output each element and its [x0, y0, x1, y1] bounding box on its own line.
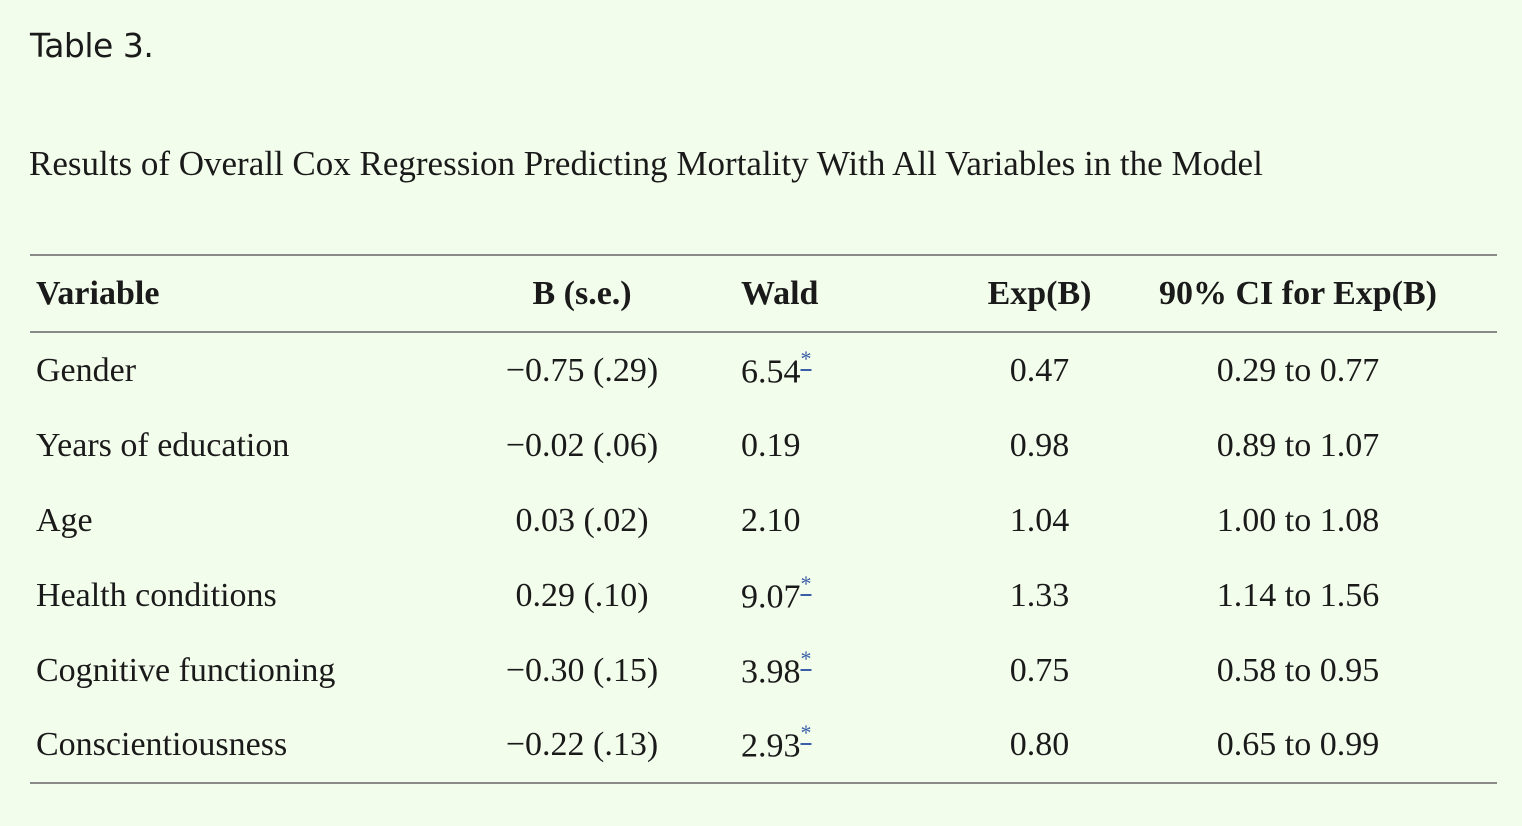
table-label: Table 3. [30, 26, 154, 65]
exp-b-cell: 1.33 [1009, 576, 1070, 614]
wald-cell: 9.07* [724, 558, 920, 633]
variable-cell: Health conditions [36, 576, 277, 614]
wald-cell: 6.54* [724, 332, 920, 408]
table-row: Gender −0.75 (.29) 6.54* 0.47 0.29 to 0.… [30, 332, 1497, 408]
header-row: Variable B (s.e.) Wald Exp(B) 90% CI for… [30, 255, 1497, 332]
regression-table: Variable B (s.e.) Wald Exp(B) 90% CI for… [30, 254, 1497, 784]
table-row: Years of education −0.02 (.06) 0.19 0.98… [30, 408, 1497, 483]
exp-b-cell: 1.04 [1009, 501, 1070, 539]
exp-b-cell: 0.47 [1009, 351, 1070, 389]
exp-b-cell: 0.75 [1009, 651, 1070, 689]
wald-value: 6.54 [740, 353, 801, 391]
b-se-cell: −0.30 (.15) [505, 651, 659, 689]
wald-value: 9.07 [740, 578, 801, 616]
table-body: Gender −0.75 (.29) 6.54* 0.47 0.29 to 0.… [30, 332, 1497, 783]
table-header: Variable B (s.e.) Wald Exp(B) 90% CI for… [30, 255, 1497, 332]
wald-value: 3.98 [740, 653, 801, 691]
b-se-cell: 0.29 (.10) [515, 576, 649, 614]
significance-footnote-link[interactable]: * [800, 345, 812, 371]
table-container: Variable B (s.e.) Wald Exp(B) 90% CI for… [30, 254, 1497, 784]
wald-cell: 2.93* [724, 708, 920, 783]
table-row: Cognitive functioning −0.30 (.15) 3.98* … [30, 633, 1497, 708]
significance-footnote-link[interactable]: * [800, 570, 812, 596]
variable-cell: Years of education [36, 426, 290, 464]
ci-cell: 1.00 to 1.08 [1216, 501, 1380, 539]
column-header-wald: Wald [740, 274, 819, 312]
table-row: Age 0.03 (.02) 2.10 1.04 1.00 to 1.08 [30, 483, 1497, 558]
b-se-cell: −0.22 (.13) [505, 726, 659, 763]
wald-cell: 2.10 [724, 483, 920, 558]
ci-cell: 1.14 to 1.56 [1216, 576, 1380, 614]
b-se-cell: −0.75 (.29) [505, 351, 659, 389]
table-caption: Results of Overall Cox Regression Predic… [29, 144, 1263, 183]
wald-cell: 3.98* [724, 633, 920, 708]
column-header-ci: 90% CI for Exp(B) [1159, 274, 1437, 312]
variable-cell: Age [36, 501, 93, 539]
significance-footnote-link[interactable]: * [800, 720, 812, 746]
wald-value: 2.10 [740, 501, 801, 539]
column-header-variable: Variable [36, 274, 160, 312]
variable-cell: Conscientiousness [36, 726, 288, 763]
table-row: Conscientiousness −0.22 (.13) 2.93* 0.80… [30, 708, 1497, 783]
ci-cell: 0.65 to 0.99 [1216, 726, 1380, 763]
ci-cell: 0.29 to 0.77 [1216, 351, 1380, 389]
wald-value: 0.19 [740, 426, 801, 464]
exp-b-cell: 0.98 [1009, 426, 1070, 464]
b-se-cell: −0.02 (.06) [505, 426, 659, 464]
table-row: Health conditions 0.29 (.10) 9.07* 1.33 … [30, 558, 1497, 633]
column-header-b-se: B (s.e.) [532, 274, 632, 312]
column-header-exp-b: Exp(B) [987, 274, 1092, 312]
significance-footnote-link[interactable]: * [800, 645, 812, 671]
variable-cell: Gender [36, 351, 137, 389]
ci-cell: 0.89 to 1.07 [1216, 426, 1380, 464]
wald-cell: 0.19 [724, 408, 920, 483]
variable-cell: Cognitive functioning [36, 651, 336, 689]
b-se-cell: 0.03 (.02) [515, 501, 649, 539]
wald-value: 2.93 [740, 727, 801, 765]
ci-cell: 0.58 to 0.95 [1216, 651, 1380, 689]
exp-b-cell: 0.80 [1009, 726, 1070, 763]
